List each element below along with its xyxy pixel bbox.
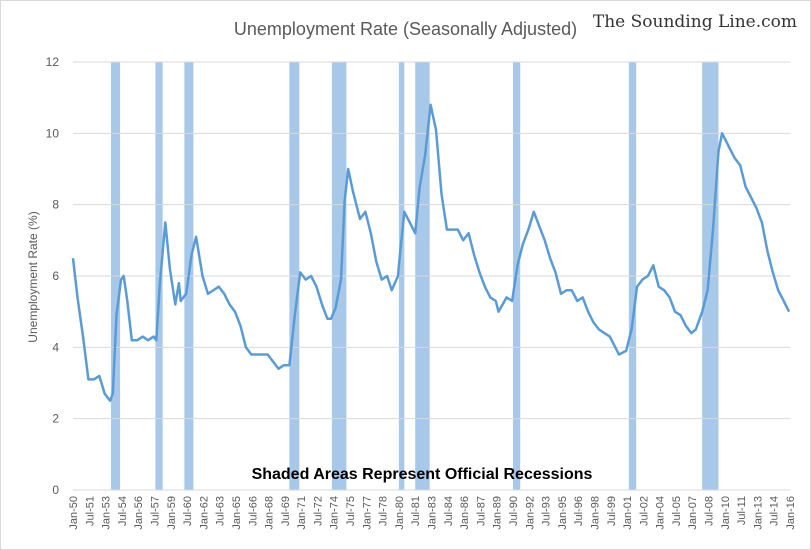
x-tick-label-28: Jan-92	[524, 496, 536, 530]
y-tick-label-3: 6	[52, 269, 59, 283]
x-tick-label-16: Jan-74	[329, 496, 341, 530]
x-axis-ticks: Jan-50 Jul-51 Jan-53 Jul-54 Jan-56 Jul-57 Jan-…	[68, 496, 797, 530]
x-tick-label-39: Jul-08	[704, 496, 716, 526]
y-tick-label-0: 0	[52, 483, 59, 497]
x-tick-label-34: Jan-01	[622, 496, 634, 530]
watermark-logo: The Sounding Line.com	[592, 12, 797, 32]
x-tick-label-5: Jul-57	[149, 496, 161, 526]
x-tick-label-24: Jan-86	[459, 496, 471, 530]
y-tick-label-6: 12	[46, 55, 60, 69]
x-tick-label-1: Jul-51	[84, 496, 96, 526]
x-tick-label-7: Jul-60	[182, 496, 194, 526]
x-tick-label-26: Jan-89	[492, 496, 504, 530]
x-tick-label-11: Jul-66	[247, 496, 259, 526]
x-tick-label-23: Jul-84	[443, 496, 455, 526]
series-line-layer	[71, 103, 791, 403]
x-tick-label-12: Jan-68	[264, 496, 276, 530]
x-tick-label-27: Jul-90	[508, 496, 520, 526]
x-tick-label-25: Jul-87	[475, 496, 487, 526]
x-tick-label-19: Jul-78	[378, 496, 390, 526]
gridlines	[73, 61, 790, 491]
x-tick-label-41: Jul-11	[736, 496, 748, 525]
x-tick-label-9: Jul-63	[215, 496, 227, 526]
x-tick-label-21: Jul-81	[410, 496, 422, 526]
x-tick-label-8: Jan-62	[198, 496, 210, 530]
x-tick-label-3: Jul-54	[117, 496, 129, 526]
x-tick-label-44: Jan-16	[785, 496, 797, 530]
y-tick-label-4: 8	[52, 198, 59, 212]
x-tick-label-10: Jan-65	[231, 496, 243, 530]
y-tick-label-1: 2	[52, 412, 59, 426]
x-tick-label-38: Jan-07	[687, 496, 699, 530]
x-tick-label-18: Jan-77	[361, 496, 373, 530]
y-tick-label-5: 10	[46, 126, 60, 140]
y-tick-label-2: 4	[52, 340, 59, 354]
x-tick-label-32: Jan-98	[589, 496, 601, 530]
x-tick-label-20: Jan-80	[394, 496, 406, 530]
y-axis-ticks: 0 2 4 6 8 10 12	[46, 55, 60, 497]
x-tick-label-15: Jul-72	[312, 496, 324, 526]
x-tick-label-13: Jul-69	[280, 496, 292, 526]
x-tick-label-29: Jul-93	[541, 496, 553, 526]
x-tick-label-4: Jan-56	[133, 496, 145, 530]
series-line-0	[71, 103, 791, 403]
x-tick-label-14: Jan-71	[296, 496, 308, 530]
x-tick-label-0: Jan-50	[68, 496, 80, 530]
chart-title: Unemployment Rate (Seasonally Adjusted)	[233, 19, 578, 39]
x-tick-label-42: Jan-13	[752, 496, 764, 530]
x-tick-label-31: Jul-96	[573, 496, 585, 526]
x-tick-label-6: Jan-59	[166, 496, 178, 530]
x-tick-label-40: Jan-10	[720, 496, 732, 530]
x-tick-label-33: Jul-99	[606, 496, 618, 526]
x-tick-label-30: Jan-95	[557, 496, 569, 530]
x-tick-label-17: Jul-75	[345, 496, 357, 526]
y-axis-label: Unemployment Rate (%)	[26, 211, 40, 342]
x-tick-label-22: Jan-83	[427, 496, 439, 530]
x-tick-label-43: Jul-14	[769, 496, 781, 526]
x-tick-label-2: Jan-53	[101, 496, 113, 530]
x-tick-label-35: Jul-02	[638, 496, 650, 526]
recession-annotation: Shaded Areas Represent Official Recessio…	[252, 466, 593, 483]
x-tick-label-36: Jan-04	[655, 496, 667, 530]
x-tick-label-37: Jul-05	[671, 496, 683, 526]
